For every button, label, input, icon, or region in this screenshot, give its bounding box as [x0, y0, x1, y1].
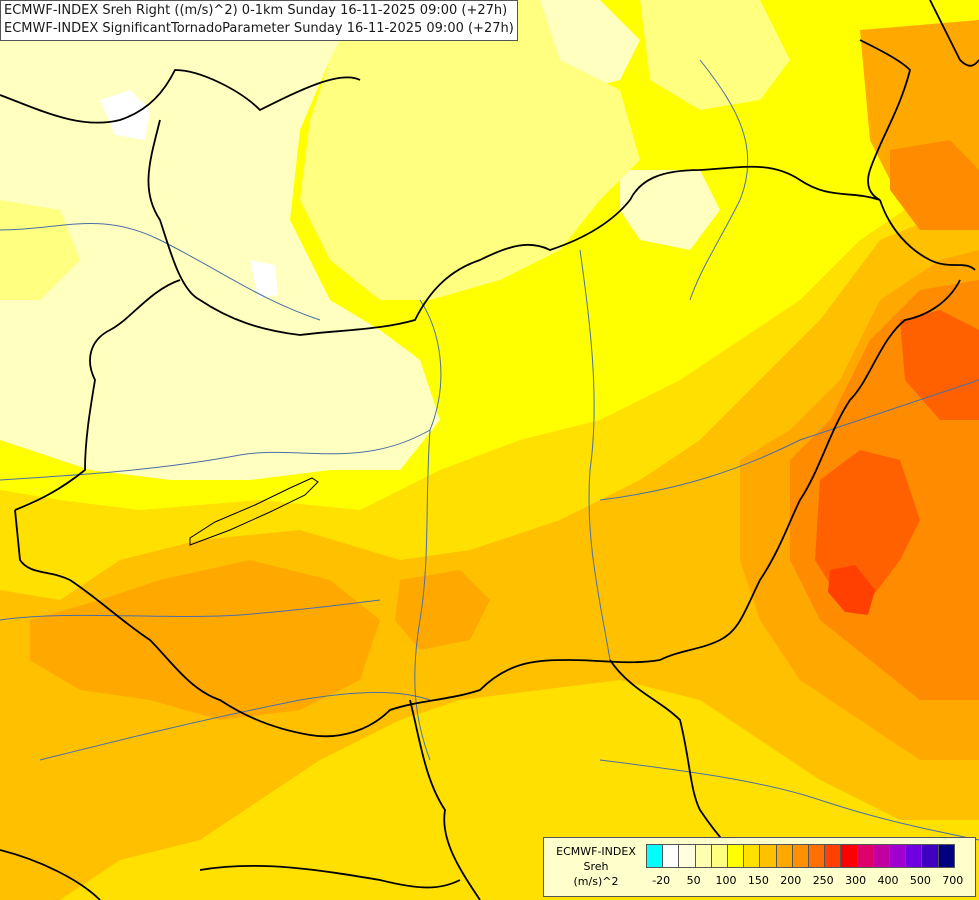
legend-swatch — [743, 844, 761, 868]
lake — [250, 260, 278, 298]
legend-swatch — [905, 844, 923, 868]
river-line — [0, 299, 442, 481]
legend-tick-label: -20 — [652, 874, 671, 887]
border-line — [929, 0, 979, 67]
legend-swatch — [646, 844, 664, 868]
river-line — [579, 249, 611, 661]
legend-swatch — [921, 844, 939, 868]
rivers — [0, 59, 979, 841]
legend-swatch — [856, 844, 874, 868]
legend-swatch — [662, 844, 680, 868]
legend-swatch — [840, 844, 858, 868]
legend-tick-label: 400 — [877, 874, 899, 887]
border-line — [0, 849, 101, 900]
legend-swatch — [791, 844, 809, 868]
river-line — [0, 222, 321, 321]
legend-tick-label: 500 — [909, 874, 931, 887]
border-line — [14, 279, 181, 511]
legend-swatch — [694, 844, 712, 868]
sreh-zone-red-orange — [900, 310, 979, 420]
river-line — [0, 599, 381, 621]
legend-swatch — [727, 844, 745, 868]
border-line — [199, 864, 461, 889]
legend-swatch — [710, 844, 728, 868]
river-line — [414, 429, 431, 761]
river-line — [689, 59, 749, 301]
lake-balaton — [189, 477, 319, 546]
sreh-zone-red — [828, 565, 875, 615]
legend-swatch — [937, 844, 955, 868]
map-title-line-1: ECMWF-INDEX Sreh Right ((m/s)^2) 0-1km S… — [4, 3, 508, 18]
river-line — [39, 692, 431, 761]
sreh-zone-amber — [0, 200, 979, 900]
legend-title: ECMWF-INDEX Sreh (m/s)^2 — [548, 844, 644, 889]
legend-swatch — [808, 844, 826, 868]
sreh-zone-red-orange — [815, 450, 920, 600]
legend-title-line-3: (m/s)^2 — [573, 875, 619, 888]
legend-tick-label: 250 — [812, 874, 834, 887]
legend-swatch — [775, 844, 793, 868]
map-title-box: ECMWF-INDEX Sreh Right ((m/s)^2) 0-1km S… — [0, 0, 518, 41]
border-line — [409, 699, 481, 900]
river-line — [599, 379, 979, 501]
legend-tick-label: 150 — [747, 874, 769, 887]
color-legend: ECMWF-INDEX Sreh (m/s)^2 -20 50 100 150 200 2… — [543, 837, 976, 897]
legend-title-line-1: ECMWF-INDEX — [556, 845, 636, 858]
border-line — [859, 39, 911, 201]
sreh-zone-orange — [30, 560, 380, 720]
sreh-zone-pale — [620, 170, 720, 250]
border-line — [879, 199, 976, 271]
legend-swatch — [678, 844, 696, 868]
legend-swatch — [872, 844, 890, 868]
map-title-line-2: ECMWF-INDEX SignificantTornadoParameter … — [4, 21, 514, 36]
legend-title-line-2: Sreh — [583, 860, 609, 873]
sreh-zone-dark-orange — [890, 140, 979, 230]
legend-tick-label: 200 — [780, 874, 802, 887]
legend-tick-label: 300 — [845, 874, 867, 887]
border-line — [147, 119, 881, 336]
sreh-zone-light — [300, 0, 640, 300]
legend-tick-label: 700 — [942, 874, 964, 887]
legend-tick-label: 50 — [686, 874, 701, 887]
legend-swatch — [759, 844, 777, 868]
legend-tick-label: 100 — [715, 874, 737, 887]
border-line — [0, 69, 361, 124]
legend-swatch — [889, 844, 907, 868]
border-line — [14, 279, 961, 738]
lake — [100, 90, 150, 140]
legend-swatch — [824, 844, 842, 868]
river-line — [599, 759, 979, 841]
sreh-zone-light — [640, 0, 790, 110]
